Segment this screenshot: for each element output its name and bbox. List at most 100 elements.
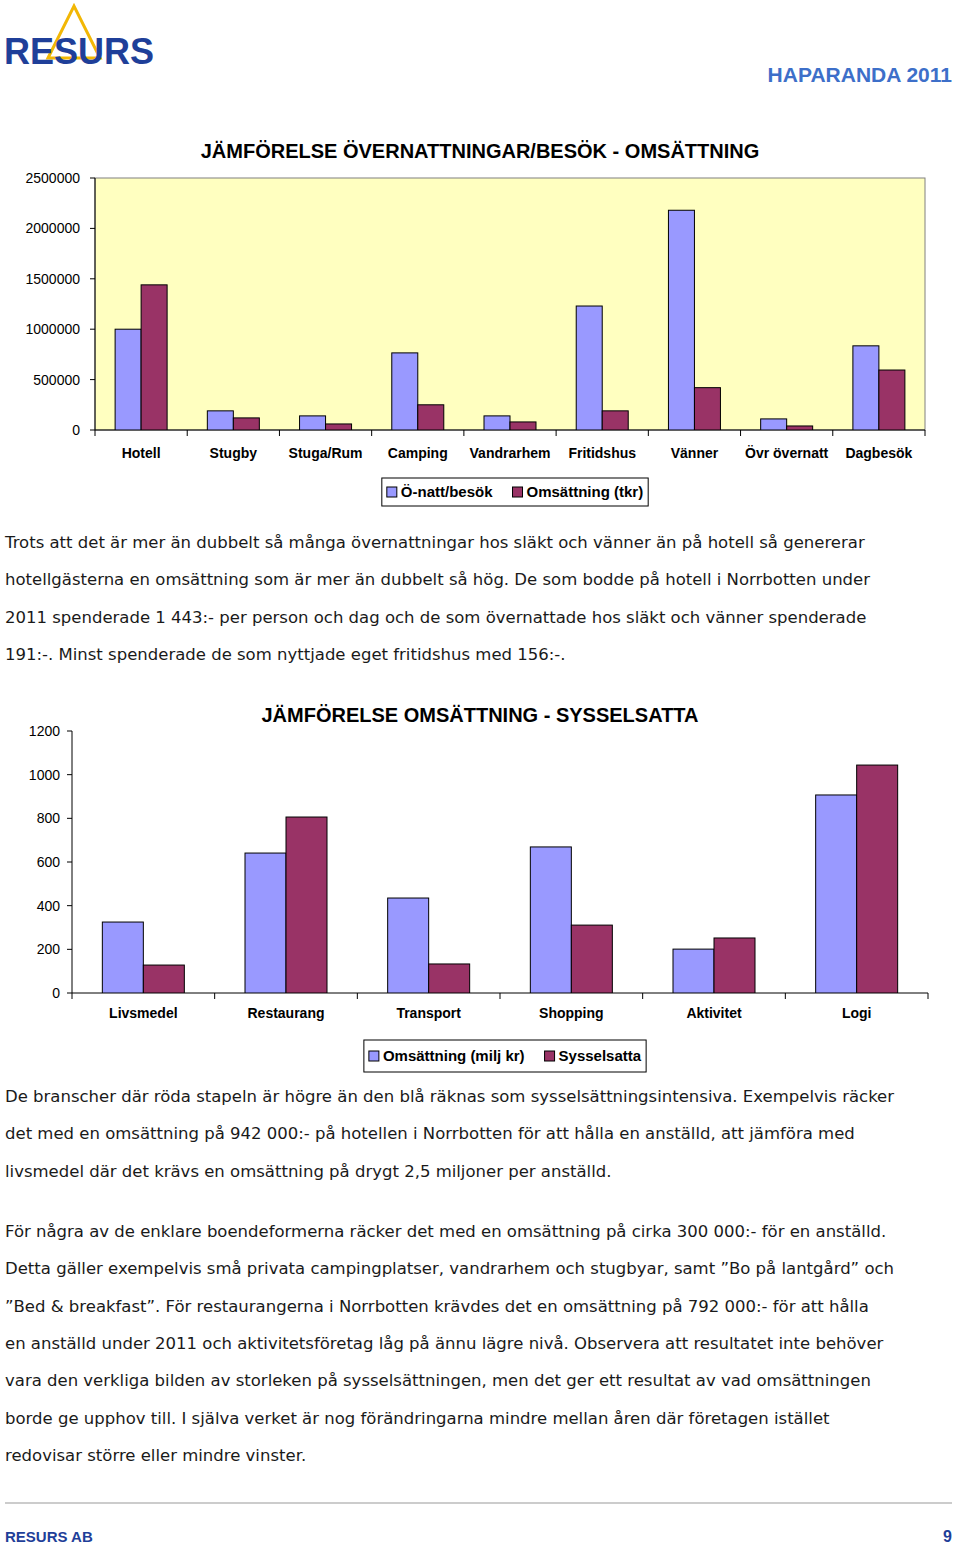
y-axis [72, 731, 73, 993]
y-tick [90, 430, 95, 431]
paragraph-line: det med en omsättning på 942 000:- på ho… [5, 1124, 855, 1143]
bar [141, 285, 167, 430]
x-tick-label: Vänner [671, 445, 719, 461]
chart-title: JÄMFÖRELSE OMSÄTTNING - SYSSELSATTA [261, 704, 698, 726]
bar [245, 853, 286, 993]
bar [143, 965, 184, 993]
paragraph-line: 191:-. Minst spenderade de som nyttjade … [5, 645, 566, 664]
bar [388, 898, 429, 993]
footer-rule [5, 1503, 952, 1504]
x-tick [642, 993, 643, 999]
x-tick [925, 430, 926, 436]
y-tick-label: 400 [37, 898, 61, 914]
legend-swatch [369, 1051, 379, 1061]
x-tick-label: Livsmedel [109, 1005, 177, 1021]
paragraph-line: livsmedel där det krävs en omsättning på… [5, 1162, 611, 1181]
x-tick-label: Vandrarhem [470, 445, 551, 461]
paragraph-line: ”Bed & breakfast”. För restaurangerna i … [5, 1297, 869, 1316]
y-tick-label: 2000000 [25, 220, 80, 236]
y-tick-label: 200 [37, 941, 61, 957]
bar [300, 416, 326, 430]
paragraph-line: Detta gäller exempelvis små privata camp… [5, 1259, 894, 1278]
y-axis [95, 178, 96, 430]
page-number: 9 [943, 1528, 952, 1545]
bar [484, 416, 510, 430]
legend-swatch [545, 1051, 555, 1061]
x-tick-label: Logi [842, 1005, 872, 1021]
chart: JÄMFÖRELSE ÖVERNATTNINGAR/BESÖK - OMSÄTT… [25, 140, 925, 506]
paragraph-line: redovisar större eller mindre vinster. [5, 1446, 306, 1465]
bar [429, 964, 470, 993]
paragraph-line: De branscher där röda stapeln är högre ä… [5, 1087, 894, 1106]
bar [207, 411, 233, 430]
paragraph-line: 2011 spenderade 1 443:- per person och d… [5, 608, 866, 627]
bars [102, 765, 897, 993]
x-tick [500, 993, 501, 999]
x-tick-label: Restaurang [247, 1005, 324, 1021]
y-tick [90, 228, 95, 229]
x-tick-label: Övr övernatt [745, 445, 829, 461]
x-tick [187, 430, 188, 436]
x-tick-label: Stuga/Rum [289, 445, 363, 461]
y-tick [90, 278, 95, 279]
bar [668, 210, 694, 430]
legend-label: Ö-natt/besök [401, 483, 493, 500]
bar [816, 795, 857, 993]
x-tick [95, 430, 96, 436]
x-tick [357, 993, 358, 999]
y-tick [67, 818, 72, 819]
chart: JÄMFÖRELSE OMSÄTTNING - SYSSELSATTA 0 200 4… [29, 704, 928, 1072]
bar [571, 925, 612, 993]
legend-box [382, 478, 648, 506]
y-tick [90, 178, 95, 179]
y-tick [67, 993, 72, 994]
paragraph-line: borde ge upphov till. I själva verket är… [5, 1409, 830, 1428]
bar [510, 422, 536, 430]
y-tick [67, 731, 72, 732]
x-tick [463, 430, 464, 436]
legend: Ö-natt/besökOmsättning (tkr) [382, 478, 648, 506]
x-tick [279, 430, 280, 436]
logo-text: RESURS [4, 31, 154, 72]
paragraph-line: en anställd under 2011 och aktivitetsför… [5, 1334, 884, 1353]
y-tick-label: 0 [72, 422, 80, 438]
plot-area [95, 178, 925, 430]
bar [694, 388, 720, 430]
y-tick-label: 1500000 [25, 271, 80, 287]
bar [853, 346, 879, 430]
x-tick-label: Transport [396, 1005, 461, 1021]
footer-company: RESURS AB [5, 1528, 93, 1545]
bar [326, 424, 352, 430]
y-tick-label: 1200 [29, 723, 60, 739]
paragraph-line: hotellgästerna en omsättning som är mer … [5, 570, 870, 589]
bars [115, 210, 905, 430]
x-tick-label: Shopping [539, 1005, 604, 1021]
x-tick [832, 430, 833, 436]
x-tick-label: Hotell [122, 445, 161, 461]
x-tick [648, 430, 649, 436]
bar [602, 411, 628, 430]
x-tick [928, 993, 929, 999]
bar [787, 426, 813, 430]
legend-box [364, 1040, 646, 1072]
legend-label: Sysselsatta [559, 1047, 642, 1064]
x-tick-label: Camping [388, 445, 448, 461]
bar [879, 370, 905, 430]
header-title: HAPARANDA 2011 [768, 63, 953, 86]
x-tick [785, 993, 786, 999]
y-tick [67, 862, 72, 863]
x-tick-label: Stugby [210, 445, 258, 461]
bar [392, 353, 418, 430]
x-tick [72, 993, 73, 999]
x-tick-label: Aktivitet [686, 1005, 742, 1021]
legend-swatch [513, 487, 523, 497]
y-tick [67, 949, 72, 950]
paragraph-line: vara den verkliga bilden av storleken på… [5, 1371, 871, 1390]
x-tick-label: Dagbesök [845, 445, 912, 461]
bar [857, 765, 898, 993]
y-tick [90, 379, 95, 380]
page: RESURS HAPARANDA 2011 JÄMFÖRELSE ÖVERNATTN… [0, 0, 960, 1549]
y-tick-label: 0 [52, 985, 60, 1001]
bar [418, 405, 444, 430]
bar [761, 419, 787, 430]
